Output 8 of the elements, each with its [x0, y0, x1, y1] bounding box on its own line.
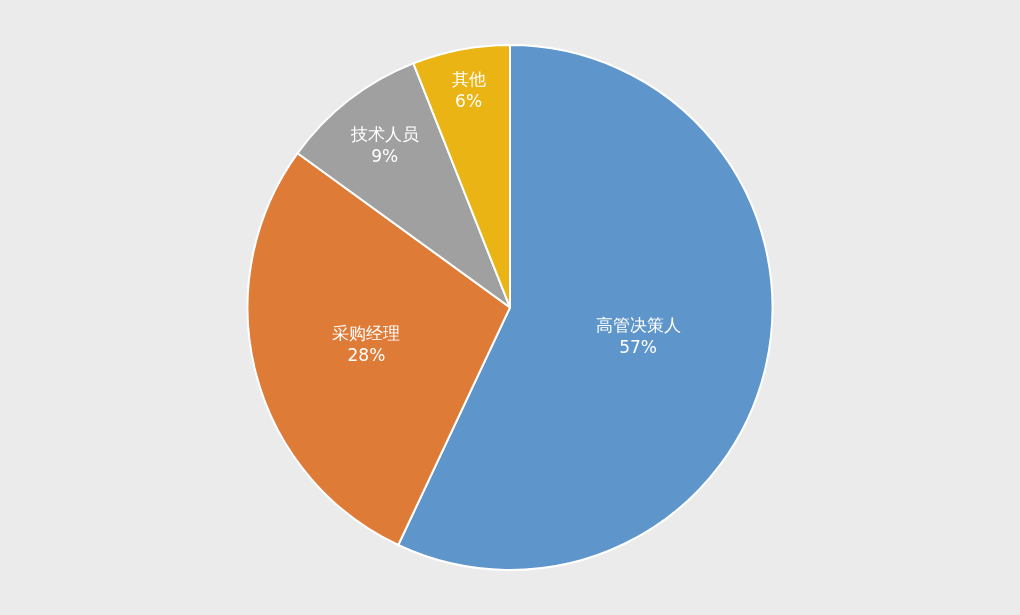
data-label: 28% [347, 345, 386, 366]
slice-label: 技术人员 [349, 124, 419, 145]
data-label: 6% [455, 91, 483, 112]
slice-label: 采购经理 [332, 323, 401, 344]
data-label: 57% [619, 337, 657, 358]
data-label: 9% [371, 146, 399, 167]
slice-label: 高管决策人 [595, 315, 681, 336]
slice-label: 其他 [451, 69, 486, 90]
